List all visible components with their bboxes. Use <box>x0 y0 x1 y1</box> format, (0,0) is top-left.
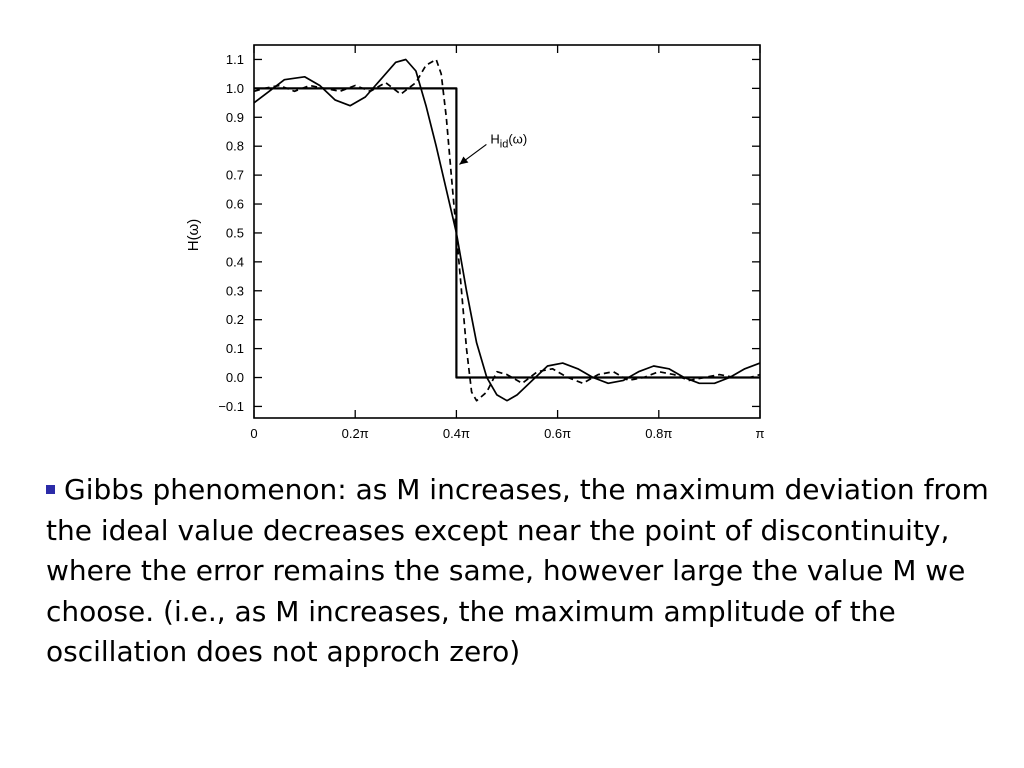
solid-response-line <box>253 58 761 402</box>
annotation-main: H <box>490 131 499 146</box>
y-tick-label: 0.2 <box>226 312 244 327</box>
y-tick-label: 0.4 <box>226 254 244 269</box>
y-tick-label: 0.6 <box>226 197 244 212</box>
arrow-head-icon <box>459 156 469 165</box>
bullet-square-icon <box>46 485 55 494</box>
y-axis-title: H(ω) <box>185 219 202 252</box>
y-tick-label: 0.3 <box>226 283 244 298</box>
y-tick-label: −0.1 <box>218 399 244 414</box>
caption-paragraph: Gibbs phenomenon: as M increases, the ma… <box>46 470 996 673</box>
series-group <box>253 58 761 402</box>
annotation-tail: (ω) <box>508 131 527 146</box>
x-tick-label: 0.2π <box>342 426 369 441</box>
annotation-group: Hid(ω) <box>459 131 527 165</box>
y-tick-label: 0.8 <box>226 139 244 154</box>
chart-area: 1.1 1.0 0.9 0.8 0.7 0.6 0.5 0.4 0.3 0.2 0.1 0.0 −0.1… <box>170 30 790 450</box>
y-tick-label: 0.9 <box>226 110 244 125</box>
annotation-label: Hid(ω) <box>490 131 527 150</box>
annotation-subscript: id <box>500 138 509 150</box>
y-tick-label: 1.1 <box>226 52 244 67</box>
x-tick-label: 0.6π <box>544 426 571 441</box>
x-tick-label: π <box>756 426 765 441</box>
y-tick-label: 0.1 <box>226 341 244 356</box>
frequency-response-chart: 1.1 1.0 0.9 0.8 0.7 0.6 0.5 0.4 0.3 0.2 0.1 0.0 −0.1… <box>185 44 765 441</box>
x-tick-label: 0.4π <box>443 426 470 441</box>
x-tick-label: 0.8π <box>645 426 672 441</box>
y-tick-label: 0.0 <box>226 370 244 385</box>
ideal-response-line <box>254 87 760 379</box>
plot-frame <box>253 44 761 419</box>
y-tick-label: 0.7 <box>226 168 244 183</box>
dashed-response-line <box>253 58 761 402</box>
y-tick-label: 1.0 <box>226 81 244 96</box>
x-tick-label: 0 <box>250 426 257 441</box>
y-tick-label: 0.5 <box>226 225 244 240</box>
axes: 1.1 1.0 0.9 0.8 0.7 0.6 0.5 0.4 0.3 0.2 0.1 0.0 −0.1… <box>218 44 765 441</box>
caption-text: Gibbs phenomenon: as M increases, the ma… <box>46 473 989 668</box>
